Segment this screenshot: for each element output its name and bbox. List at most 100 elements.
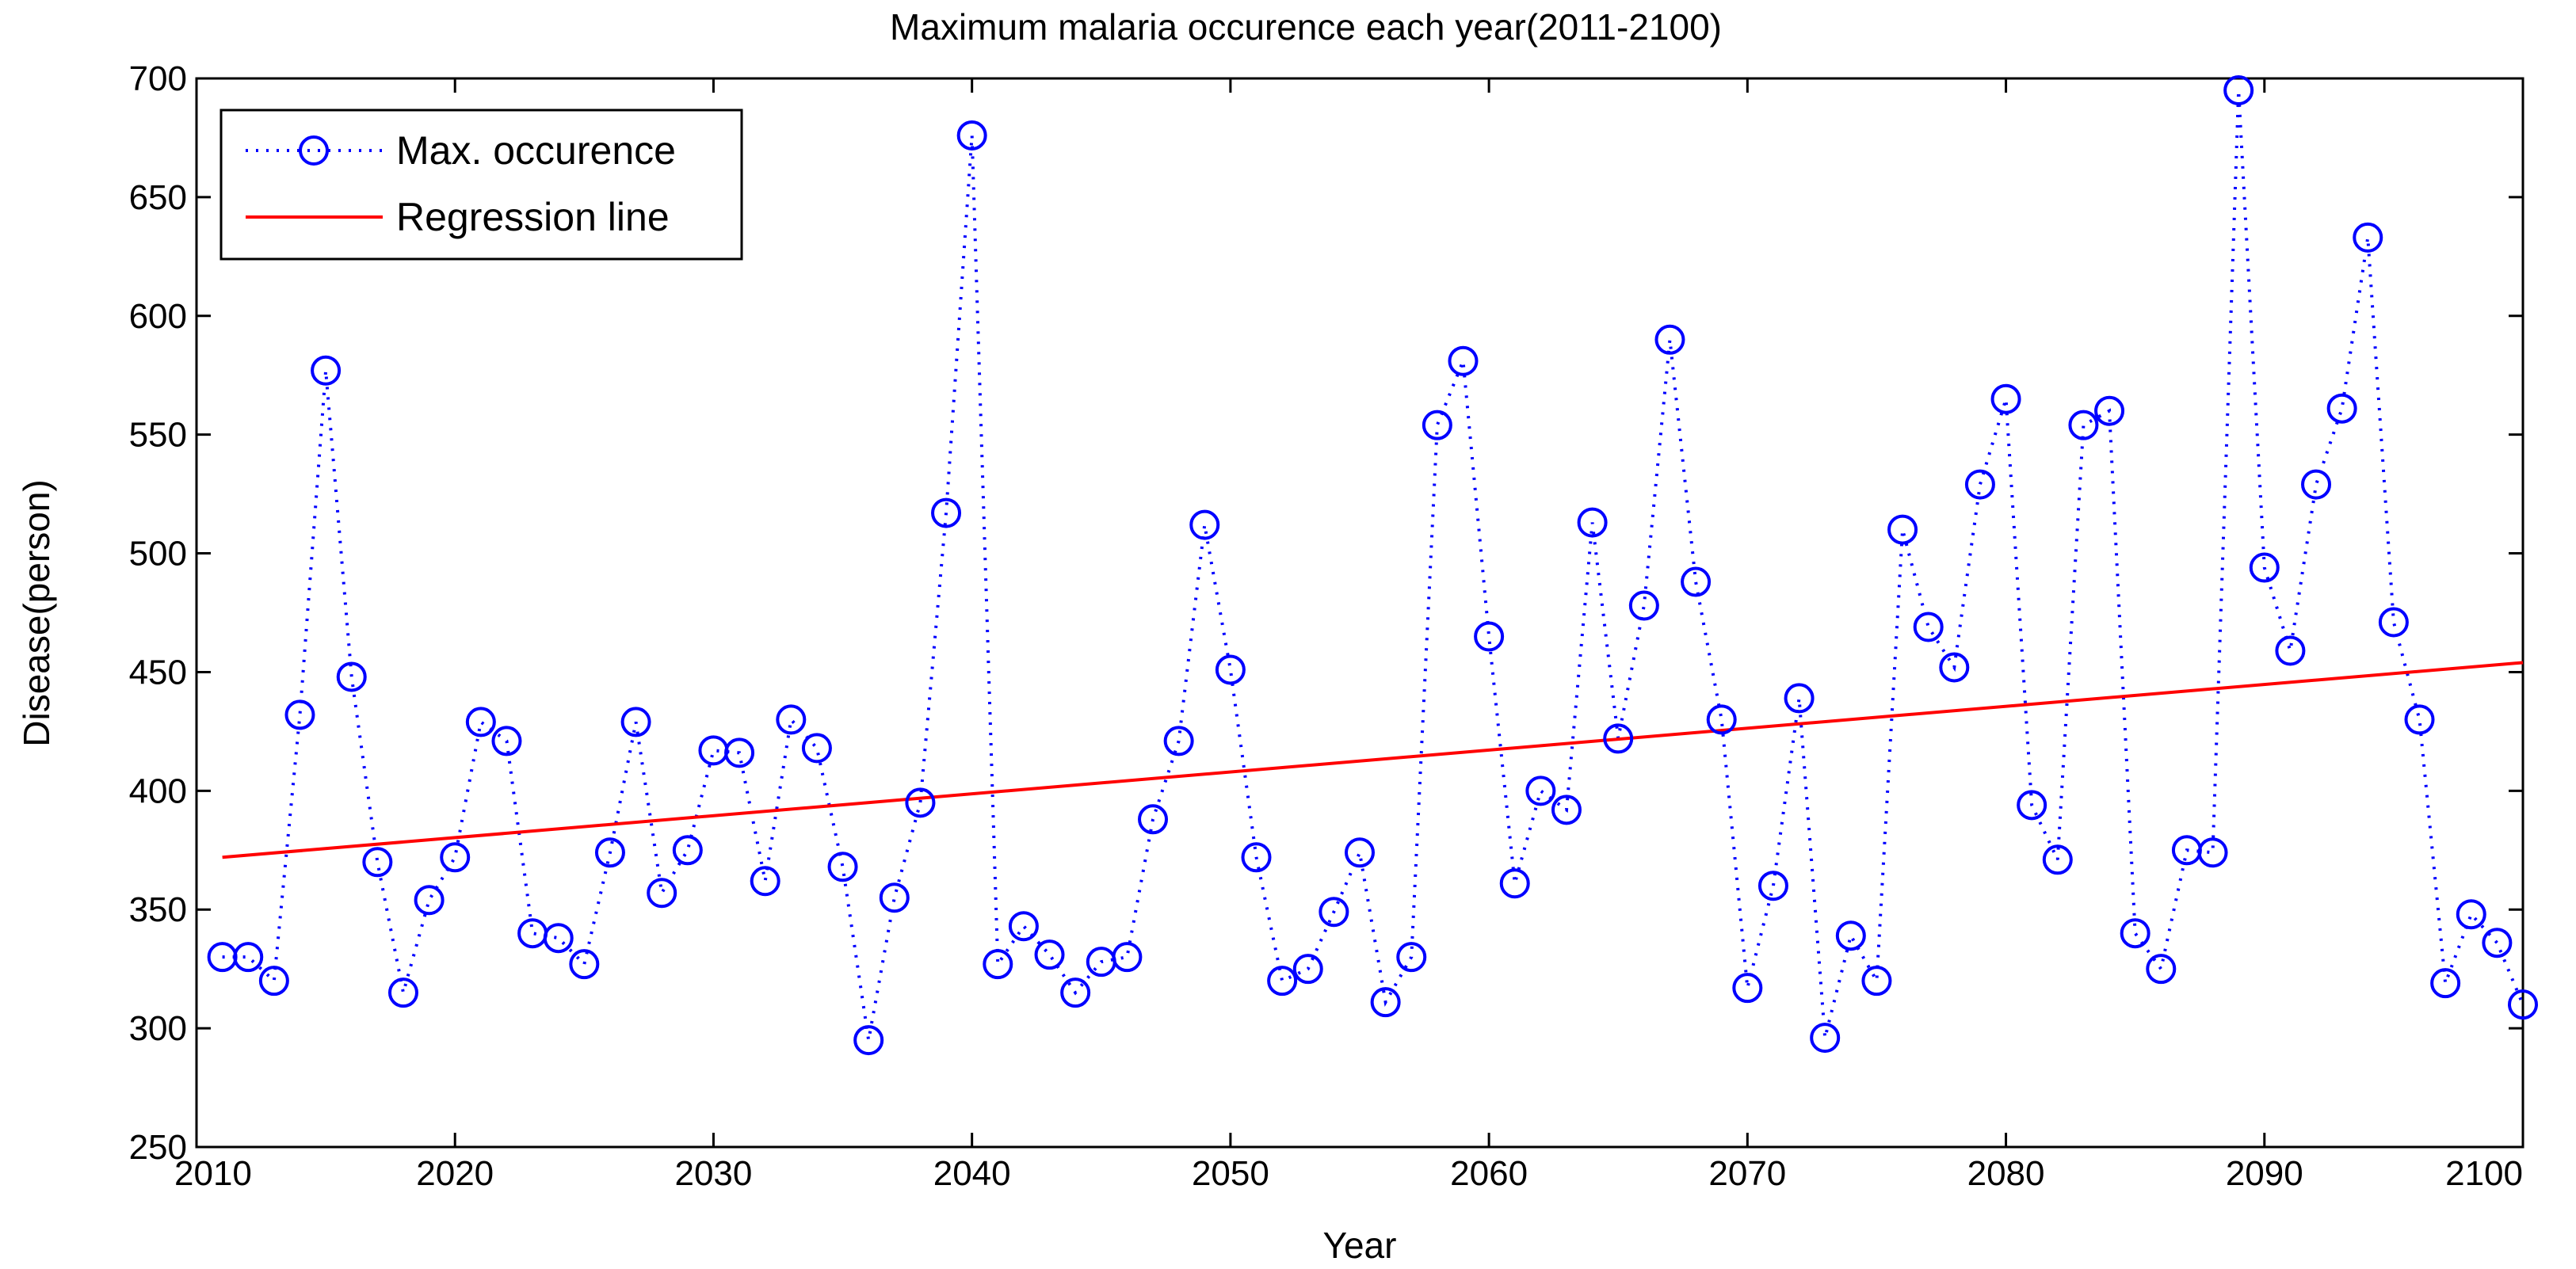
occurrence-point bbox=[2404, 704, 2435, 735]
occurrence-point bbox=[2146, 954, 2177, 985]
occurrence-point bbox=[2430, 968, 2461, 999]
occurrence-point bbox=[1499, 868, 1530, 899]
legend: Max. occurence Regression line bbox=[219, 109, 743, 261]
y-axis: 250 300 350 400 450 500 550 600 650 700 bbox=[129, 59, 2523, 1167]
occurrence-point bbox=[1215, 654, 1246, 685]
occurrence-point bbox=[1422, 410, 1452, 440]
y-tick-label: 700 bbox=[129, 59, 187, 98]
occurrence-point bbox=[1784, 683, 1815, 714]
occurrence-point bbox=[362, 847, 393, 878]
occurrence-point bbox=[284, 699, 315, 730]
occurrence-point bbox=[879, 882, 910, 913]
y-tick-label: 550 bbox=[129, 416, 187, 455]
occurrence-point bbox=[1396, 942, 1427, 973]
occurrence-point bbox=[620, 707, 651, 737]
y-tick-label: 500 bbox=[129, 535, 187, 574]
occurrence-point bbox=[2249, 552, 2280, 583]
occurrence-point bbox=[2301, 469, 2332, 500]
occurrence-point bbox=[414, 885, 445, 916]
y-tick-label: 650 bbox=[129, 178, 187, 217]
occurrence-point bbox=[1060, 977, 1091, 1008]
occurrence-point bbox=[2508, 989, 2538, 1020]
occurrence-point bbox=[2197, 837, 2228, 868]
occurrence-point bbox=[2223, 74, 2254, 105]
occurrence-point bbox=[2326, 393, 2357, 424]
occurrence-point bbox=[827, 852, 858, 882]
occurrence-point bbox=[594, 837, 625, 868]
x-tick-label: 2030 bbox=[674, 1154, 752, 1193]
occurrence-point bbox=[465, 707, 496, 737]
occurrence-point bbox=[2275, 635, 2306, 666]
occurrence-point bbox=[1861, 966, 1892, 997]
occurrence-point bbox=[491, 726, 522, 756]
occurrence-point bbox=[2120, 918, 2150, 949]
occurrence-point bbox=[1551, 795, 1582, 825]
occurrence-point bbox=[1835, 920, 1866, 951]
occurrence-point bbox=[672, 835, 703, 866]
occurrence-point bbox=[1681, 566, 1712, 597]
x-tick-label: 2070 bbox=[1708, 1154, 1786, 1193]
occurrence-point bbox=[1448, 345, 1479, 376]
occurrence-point bbox=[543, 923, 574, 954]
x-tick-label: 2010 bbox=[174, 1154, 252, 1193]
occurrence-point bbox=[2017, 790, 2047, 821]
occurrence-point bbox=[2353, 222, 2383, 253]
occurrence-point bbox=[233, 942, 264, 973]
x-tick-label: 2050 bbox=[1192, 1154, 1269, 1193]
x-axis: 2010 2020 2030 2040 2050 2060 2070 2080 2090 2100 bbox=[174, 78, 2524, 1193]
occurrence-point bbox=[956, 120, 987, 151]
occurrence-point bbox=[776, 704, 807, 735]
occurrence-point bbox=[1757, 871, 1788, 901]
occurrence-point bbox=[258, 966, 289, 997]
occurrence-point bbox=[1628, 590, 1659, 621]
y-tick-label: 350 bbox=[129, 890, 187, 929]
occurrence-point bbox=[2482, 928, 2513, 958]
occurrence-point bbox=[1241, 842, 1272, 873]
occurrence-point bbox=[1370, 987, 1401, 1018]
x-axis-label: Year bbox=[1323, 1225, 1397, 1266]
x-tick-label: 2040 bbox=[933, 1154, 1011, 1193]
y-axis-label: Disease(person) bbox=[16, 479, 57, 746]
occurrence-point bbox=[1913, 612, 1944, 642]
occurrence-point bbox=[1008, 911, 1039, 942]
occurrence-point bbox=[1189, 509, 1220, 540]
occurrence-point bbox=[724, 737, 755, 768]
y-tick-label: 250 bbox=[129, 1128, 187, 1167]
y-tick-label: 300 bbox=[129, 1009, 187, 1048]
occurrence-point bbox=[801, 733, 832, 764]
legend-box bbox=[219, 109, 743, 261]
occurrence-point bbox=[569, 949, 600, 980]
occurrence-point bbox=[1939, 652, 1970, 683]
legend-occurrence-label: Max. occurence bbox=[396, 128, 676, 173]
x-tick-label: 2060 bbox=[1450, 1154, 1528, 1193]
y-tick-label: 450 bbox=[129, 653, 187, 692]
occurrence-point bbox=[311, 355, 342, 386]
occurrence-point bbox=[387, 977, 418, 1008]
y-tick-label: 600 bbox=[129, 297, 187, 336]
occurrence-point bbox=[750, 866, 780, 897]
occurrence-point bbox=[853, 1025, 884, 1056]
x-tick-label: 2080 bbox=[1967, 1154, 2045, 1193]
occurrence-point bbox=[2042, 844, 2073, 875]
occurrence-point bbox=[1577, 507, 1608, 538]
occurrence-point bbox=[1887, 514, 1918, 545]
occurrence-point bbox=[440, 842, 471, 873]
chart-title: Maximum malaria occurence each year(2011… bbox=[890, 6, 1722, 48]
series-layer bbox=[207, 74, 2538, 1056]
legend-occurrence-marker bbox=[299, 135, 329, 166]
occurrence-point bbox=[1810, 1023, 1841, 1054]
x-tick-label: 2100 bbox=[2445, 1154, 2523, 1193]
occurrence-point bbox=[1319, 897, 1349, 928]
occurrence-point bbox=[336, 661, 367, 692]
occurrence-point bbox=[1138, 804, 1169, 835]
y-tick-label: 400 bbox=[129, 772, 187, 810]
x-tick-label: 2020 bbox=[416, 1154, 494, 1193]
occurrence-point bbox=[931, 497, 962, 528]
occurrence-point bbox=[1603, 723, 1634, 754]
occurrence-point bbox=[2068, 410, 2099, 440]
x-tick-label: 2090 bbox=[2226, 1154, 2303, 1193]
occurrence-point bbox=[2094, 395, 2125, 426]
occurrence-point bbox=[905, 787, 936, 818]
occurrence-point bbox=[1474, 621, 1505, 652]
